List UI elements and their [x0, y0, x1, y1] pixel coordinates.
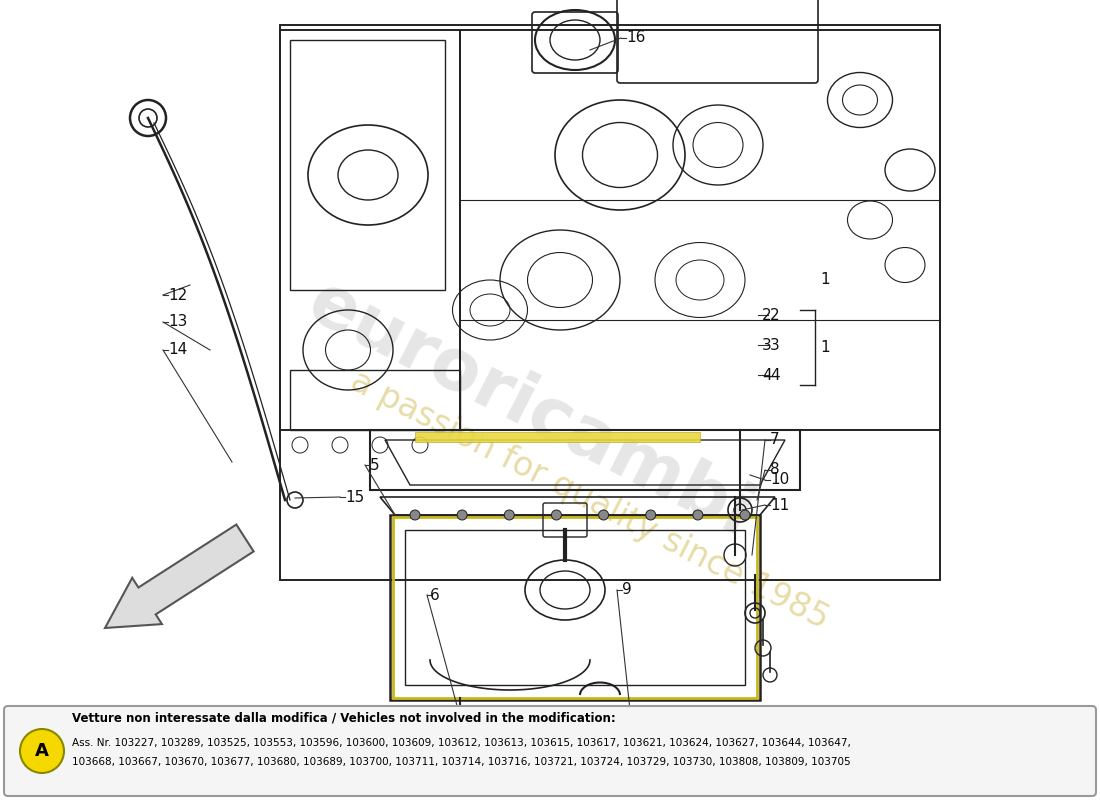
Text: a passion for quality since 1985: a passion for quality since 1985 — [345, 365, 835, 635]
Text: 6: 6 — [430, 587, 440, 602]
Text: 11: 11 — [770, 498, 790, 513]
Circle shape — [551, 510, 561, 520]
Text: 5: 5 — [370, 458, 379, 473]
FancyBboxPatch shape — [4, 706, 1096, 796]
Circle shape — [458, 510, 468, 520]
Text: 2: 2 — [770, 307, 780, 322]
Text: Ass. Nr. 103227, 103289, 103525, 103553, 103596, 103600, 103609, 103612, 103613,: Ass. Nr. 103227, 103289, 103525, 103553,… — [72, 738, 851, 748]
Circle shape — [410, 510, 420, 520]
Text: euroricambi: euroricambi — [296, 268, 763, 552]
Text: 14: 14 — [168, 342, 187, 358]
Text: 9: 9 — [621, 582, 631, 598]
Circle shape — [20, 729, 64, 773]
Text: A: A — [35, 742, 48, 760]
Text: 1: 1 — [820, 273, 829, 287]
Text: 7: 7 — [770, 433, 780, 447]
Text: 10: 10 — [770, 473, 790, 487]
Circle shape — [504, 510, 515, 520]
Polygon shape — [415, 432, 700, 442]
Text: 4: 4 — [770, 367, 780, 382]
Text: 8: 8 — [770, 462, 780, 478]
Text: 2: 2 — [762, 307, 771, 322]
Text: 16: 16 — [626, 30, 646, 46]
Circle shape — [646, 510, 656, 520]
Circle shape — [740, 510, 750, 520]
Text: 103668, 103667, 103670, 103677, 103680, 103689, 103700, 103711, 103714, 103716, : 103668, 103667, 103670, 103677, 103680, … — [72, 757, 850, 767]
Text: 15: 15 — [345, 490, 364, 505]
Text: 13: 13 — [168, 314, 187, 330]
Text: 3: 3 — [762, 338, 772, 353]
Text: 4: 4 — [762, 367, 771, 382]
Text: 12: 12 — [168, 287, 187, 302]
Circle shape — [693, 510, 703, 520]
FancyArrow shape — [104, 525, 254, 628]
Text: Vetture non interessate dalla modifica / Vehicles not involved in the modificati: Vetture non interessate dalla modifica /… — [72, 711, 616, 725]
Text: 3: 3 — [770, 338, 780, 353]
Circle shape — [598, 510, 608, 520]
Text: 1: 1 — [820, 341, 829, 355]
